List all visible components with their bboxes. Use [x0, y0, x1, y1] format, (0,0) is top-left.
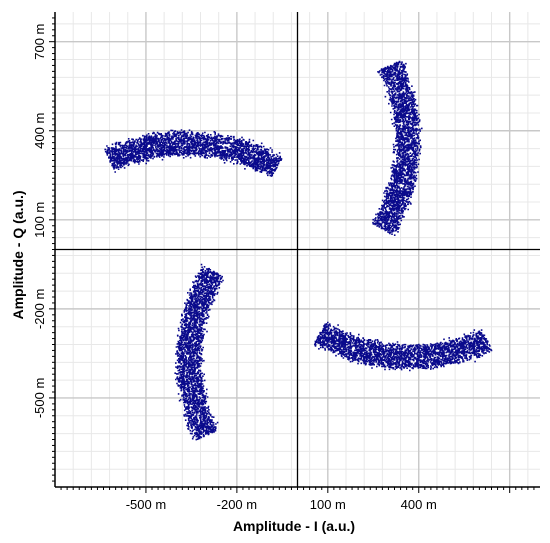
x-axis-title: Amplitude - I (a.u.)	[233, 518, 355, 534]
series-points-1	[104, 129, 283, 177]
axis-ticks	[49, 17, 535, 493]
y-tick-label: 700 m	[32, 24, 47, 60]
series-points-3	[314, 321, 493, 372]
x-tick-label: 400 m	[401, 497, 437, 512]
tick-labels: -500 m -200 m 100 m 400 m -500 m -200 m 100 m 4…	[32, 24, 437, 512]
data-points	[104, 60, 493, 441]
y-tick-label: 400 m	[32, 113, 47, 149]
y-axis-title: Amplitude - Q (a.u.)	[10, 190, 26, 319]
series-points-4	[174, 263, 224, 441]
y-tick-label: -200 m	[32, 289, 47, 329]
y-tick-label: -500 m	[32, 378, 47, 418]
y-tick-label: 100 m	[32, 202, 47, 238]
series-points-2	[372, 60, 423, 236]
center-axes	[55, 12, 540, 487]
x-tick-label: 100 m	[310, 497, 346, 512]
x-tick-label: -200 m	[217, 497, 257, 512]
x-tick-label: -500 m	[126, 497, 166, 512]
